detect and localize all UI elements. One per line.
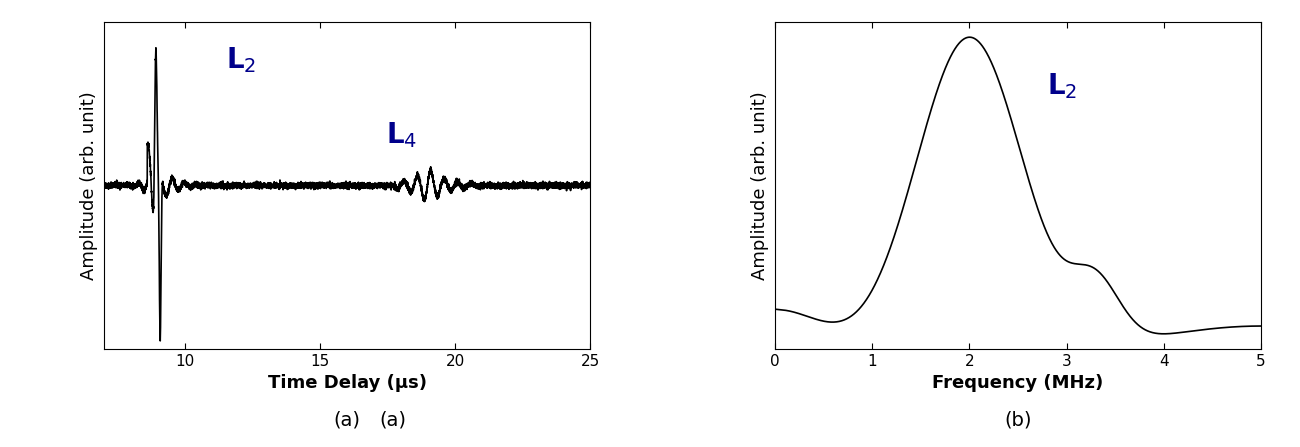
Text: (a): (a) — [334, 411, 360, 430]
Text: L$_2$: L$_2$ — [1046, 72, 1078, 101]
Text: (a): (a) — [380, 411, 407, 430]
Y-axis label: Amplitude (arb. unit): Amplitude (arb. unit) — [81, 91, 99, 280]
Text: (b): (b) — [1004, 411, 1032, 430]
X-axis label: Time Delay (μs): Time Delay (μs) — [268, 374, 426, 392]
X-axis label: Frequency (MHz): Frequency (MHz) — [932, 374, 1104, 392]
Text: L$_4$: L$_4$ — [386, 120, 417, 150]
Text: L$_2$: L$_2$ — [225, 45, 256, 75]
Y-axis label: Amplitude (arb. unit): Amplitude (arb. unit) — [751, 91, 770, 280]
